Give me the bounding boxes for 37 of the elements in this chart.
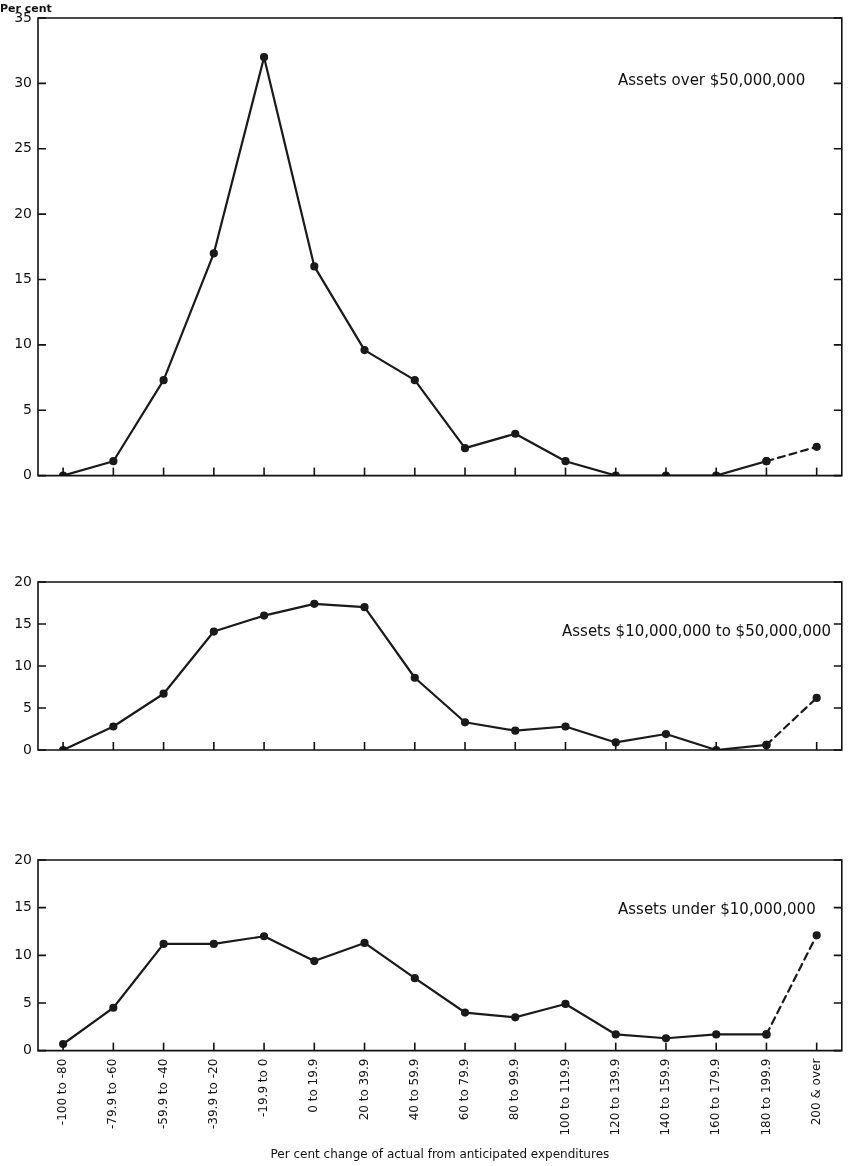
y-tick-label: 10 [14,335,32,352]
y-tick-label: 10 [14,656,32,673]
y-tick-label: 0 [23,740,32,757]
y-tick-label: 30 [14,74,32,91]
x-tick-label: -59.9 to -40 [155,1058,170,1129]
y-tick-label: 15 [14,270,32,287]
text: Assets $10,000,000 to $50,000,000 [562,621,832,640]
x-tick-label: 40 to 59.9 [406,1058,421,1121]
x-tick-label: -19.9 to 0 [256,1058,271,1118]
x-tick-label: 140 to 159.9 [658,1058,673,1136]
y-tick-label: 20 [14,850,32,867]
x-tick-label: -100 to -80 [55,1058,70,1126]
text: Assets under $10,000,000 [618,899,816,918]
x-tick-label: 20 to 39.9 [356,1058,371,1121]
x-axis-title: Per cent change of actual from anticipated expenditures [270,1146,610,1161]
y-tick-label: 15 [14,898,32,915]
text: Assets over $50,000,000 [618,70,806,89]
y-tick-label: 5 [23,400,32,417]
y-tick-label: 0 [23,466,32,483]
y-tick-label: 10 [14,945,32,962]
y-tick-label: 5 [23,993,32,1010]
y-tick-label: 5 [23,698,32,715]
y-tick-label: 20 [14,572,32,589]
x-tick-label: -39.9 to -20 [205,1058,220,1129]
x-tick-label: 160 to 179.9 [708,1058,723,1136]
x-tick-label: -79.9 to -60 [105,1058,120,1129]
x-tick-label: 200 & over [808,1058,823,1126]
y-tick-label: 20 [14,204,32,221]
x-tick-label: 80 to 99.9 [507,1058,522,1121]
x-tick-label: 100 to 119.9 [557,1058,572,1136]
x-tick-label: 180 to 199.9 [758,1058,773,1136]
y-tick-label: 15 [14,614,32,631]
x-tick-label: 120 to 139.9 [607,1058,622,1136]
x-tick-label: 0 to 19.9 [306,1058,321,1113]
x-tick-label: 60 to 79.9 [457,1058,472,1121]
y-tick-label: 0 [23,1041,32,1058]
y-tick-label: 25 [14,139,32,156]
